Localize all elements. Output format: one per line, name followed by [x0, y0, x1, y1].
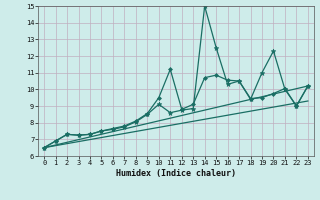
- X-axis label: Humidex (Indice chaleur): Humidex (Indice chaleur): [116, 169, 236, 178]
